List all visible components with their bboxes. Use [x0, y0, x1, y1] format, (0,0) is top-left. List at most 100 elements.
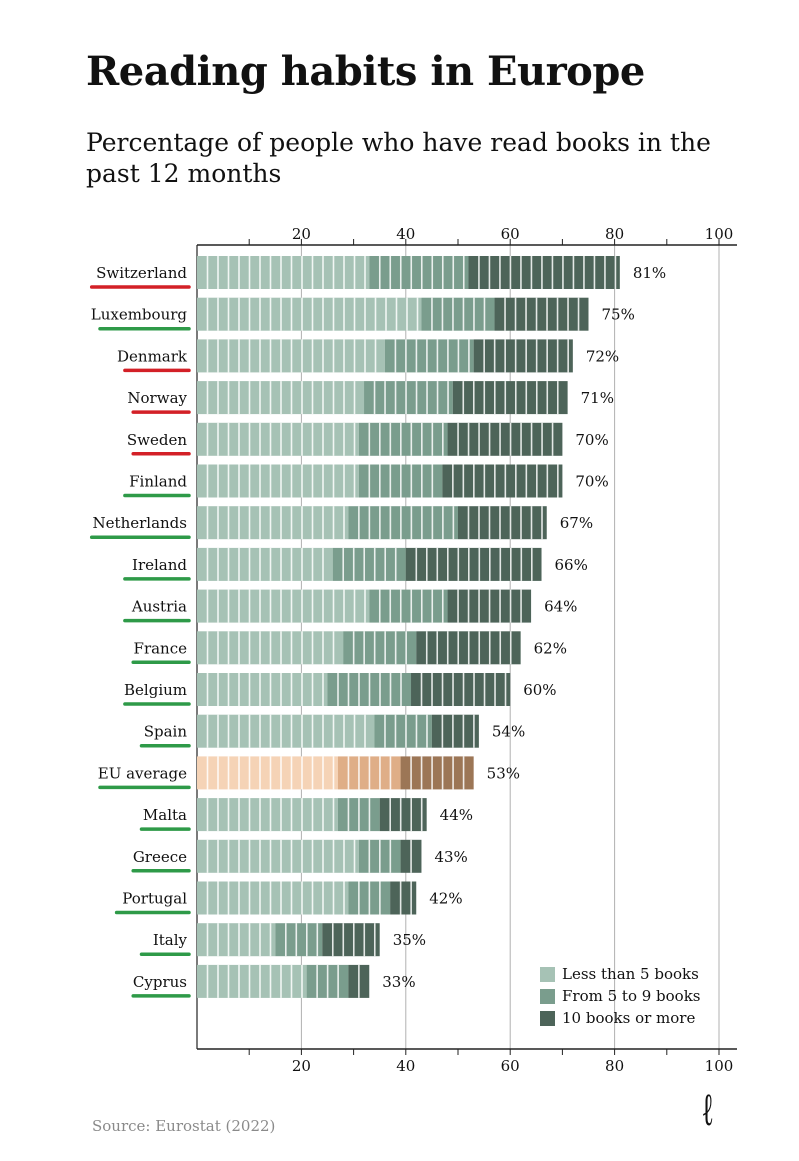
bar-segment-less-than-5	[197, 464, 359, 498]
bar-segment-5-to-9	[332, 547, 406, 581]
bottom-tick-label: 20	[292, 1057, 311, 1075]
legend-swatch-dark	[540, 1010, 555, 1026]
total-value-label: 42%	[429, 890, 462, 908]
top-tick-label: 60	[501, 225, 520, 243]
total-value-label: 53%	[487, 764, 520, 782]
bar-segment-5-to-9	[421, 297, 495, 331]
legend-swatch-medium	[540, 988, 555, 1004]
category-label: EU average	[98, 764, 187, 782]
bar-segment-less-than-5	[197, 839, 359, 873]
publisher-logo: ℓ	[703, 1082, 713, 1136]
bottom-tick-label: 80	[605, 1057, 624, 1075]
chart-subtitle: Percentage of people who have read books…	[86, 128, 711, 188]
category-label: Finland	[129, 473, 187, 491]
total-value-label: 62%	[534, 639, 567, 657]
category-label: Switzerland	[96, 264, 187, 282]
legend-label: Less than 5 books	[562, 965, 699, 983]
legend: Less than 5 books From 5 to 9 books 10 b…	[540, 963, 701, 1029]
bar-segment-5-to-9	[348, 506, 458, 540]
bar-segment-less-than-5	[197, 589, 370, 623]
legend-item-10-or-more: 10 books or more	[540, 1007, 701, 1029]
total-value-label: 70%	[575, 473, 608, 491]
total-value-label: 60%	[523, 681, 556, 699]
bar-segment-5-to-9	[358, 422, 448, 456]
total-value-label: 66%	[555, 556, 588, 574]
total-value-label: 33%	[382, 973, 415, 991]
bar-segment-10-or-more	[379, 798, 427, 832]
legend-swatch-light	[540, 966, 555, 982]
category-label: Denmark	[117, 347, 188, 365]
bar-segment-10-or-more	[390, 881, 417, 915]
bar-segment-10-or-more	[452, 381, 568, 415]
bar-segment-5-to-9	[275, 923, 323, 957]
total-value-label: 44%	[440, 806, 473, 824]
bar-segment-less-than-5	[197, 964, 307, 998]
top-tick-label: 100	[705, 225, 734, 243]
bar-segment-5-to-9	[364, 381, 453, 415]
legend-item-less-than-5: Less than 5 books	[540, 963, 701, 985]
total-value-label: 71%	[581, 389, 614, 407]
bar-segment-5-to-9	[343, 631, 417, 665]
bar-segment-10-or-more	[458, 506, 547, 540]
bar-segment-less-than-5	[197, 297, 422, 331]
total-value-label: 67%	[560, 514, 593, 532]
bar-segment-10-or-more	[400, 756, 474, 790]
bottom-tick-label: 40	[396, 1057, 415, 1075]
bar-segment-10-or-more	[322, 923, 380, 957]
total-value-label: 75%	[602, 306, 635, 324]
chart-title: Reading habits in Europe	[86, 48, 645, 95]
bar-segment-5-to-9	[369, 256, 469, 289]
bar-segment-less-than-5	[197, 547, 333, 581]
legend-item-5-to-9: From 5 to 9 books	[540, 985, 701, 1007]
bar-segment-less-than-5	[197, 756, 338, 790]
bar-segment-10-or-more	[473, 339, 573, 373]
bar-segment-less-than-5	[197, 923, 276, 957]
bar-segment-less-than-5	[197, 714, 375, 748]
bar-segment-5-to-9	[374, 714, 432, 748]
bar-segment-10-or-more	[494, 297, 589, 331]
bar-segment-10-or-more	[431, 714, 479, 748]
bar-segment-less-than-5	[197, 673, 328, 706]
bar-segment-less-than-5	[197, 256, 370, 289]
total-value-label: 43%	[434, 848, 467, 866]
top-tick-label: 80	[605, 225, 624, 243]
category-label: Malta	[143, 806, 187, 824]
bar-segment-less-than-5	[197, 798, 338, 832]
bar-segment-5-to-9	[369, 589, 448, 623]
top-tick-label: 40	[396, 225, 415, 243]
bar-segment-10-or-more	[447, 422, 563, 456]
legend-label: From 5 to 9 books	[562, 987, 701, 1005]
total-value-label: 72%	[586, 347, 619, 365]
legend-label: 10 books or more	[562, 1009, 696, 1027]
source-note: Source: Eurostat (2022)	[92, 1117, 276, 1135]
bar-segment-10-or-more	[405, 547, 542, 581]
top-tick-label: 20	[292, 225, 311, 243]
category-label: Portugal	[122, 890, 187, 908]
category-label: Spain	[144, 723, 188, 741]
category-label: France	[134, 639, 188, 657]
bar-segment-less-than-5	[197, 422, 359, 456]
bar-segment-10-or-more	[468, 256, 620, 289]
category-label: Luxembourg	[91, 306, 188, 324]
category-label: Ireland	[132, 556, 187, 574]
bar-segment-5-to-9	[384, 339, 474, 373]
bar-segment-10-or-more	[442, 464, 563, 498]
bar-segment-less-than-5	[197, 506, 349, 540]
bottom-tick-label: 60	[501, 1057, 520, 1075]
total-value-label: 54%	[492, 723, 525, 741]
bar-segment-less-than-5	[197, 881, 349, 915]
category-label: Netherlands	[93, 514, 187, 532]
total-value-label: 64%	[544, 598, 577, 616]
total-value-label: 70%	[575, 431, 608, 449]
total-value-label: 81%	[633, 264, 666, 282]
category-label: Belgium	[124, 681, 187, 699]
total-value-label: 35%	[393, 931, 426, 949]
bottom-tick-label: 100	[705, 1057, 734, 1075]
category-label: Cyprus	[133, 973, 187, 991]
category-label: Norway	[127, 389, 187, 407]
category-label: Austria	[131, 598, 187, 616]
category-label: Greece	[133, 848, 187, 866]
category-label: Sweden	[127, 431, 187, 449]
bar-segment-10-or-more	[411, 673, 511, 706]
